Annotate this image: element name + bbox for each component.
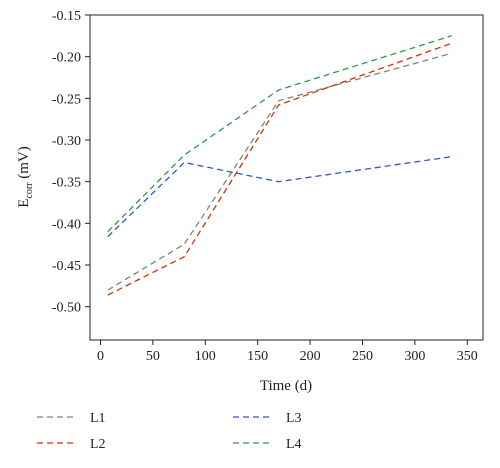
x-tick-label: 300 <box>404 349 425 364</box>
x-tick-label: 250 <box>352 349 373 364</box>
series-line-l4 <box>107 35 452 233</box>
series-line-l1 <box>107 52 452 291</box>
series-layer <box>107 35 452 296</box>
y-axis-ticks: -0.15 -0.20 -0.25 -0.30 -0.35 -0.40 -0.45 -0.50 <box>52 9 90 316</box>
y-tick-label: -0.45 <box>52 259 81 274</box>
y-tick-label: -0.30 <box>52 134 81 149</box>
legend-label-l4: L4 <box>286 437 302 452</box>
x-tick-label: 200 <box>300 349 321 364</box>
y-tick-label: -0.40 <box>52 217 81 232</box>
x-tick-label: 350 <box>457 349 478 364</box>
y-tick-label: -0.20 <box>52 51 81 66</box>
x-tick-label: 0 <box>97 349 104 364</box>
legend-label-l1: L1 <box>90 411 106 426</box>
x-tick-label: 50 <box>146 349 160 364</box>
y-tick-label: -0.50 <box>52 301 81 316</box>
y-axis-title-sub: corr <box>24 182 35 199</box>
legend-label-l3: L3 <box>286 411 302 426</box>
y-tick-label: -0.15 <box>52 9 81 24</box>
x-tick-label: 100 <box>195 349 216 364</box>
series-line-l3 <box>107 156 452 238</box>
y-axis-title: Ecorr (mV) <box>16 146 35 208</box>
x-axis-ticks: 0 50 100 150 200 250 300 350 <box>97 340 478 364</box>
y-tick-label: -0.25 <box>52 92 81 107</box>
y-axis-title-main: E <box>16 199 32 208</box>
plot-area <box>89 14 484 341</box>
x-axis-title: Time (d) <box>260 378 312 394</box>
legend: L1 L2 L3 L4 <box>37 411 302 452</box>
y-axis-title-unit: (mV) <box>16 146 32 182</box>
series-line-l2 <box>107 42 452 296</box>
legend-label-l2: L2 <box>90 437 106 452</box>
x-tick-label: 150 <box>247 349 268 364</box>
y-tick-label: -0.35 <box>52 176 81 191</box>
